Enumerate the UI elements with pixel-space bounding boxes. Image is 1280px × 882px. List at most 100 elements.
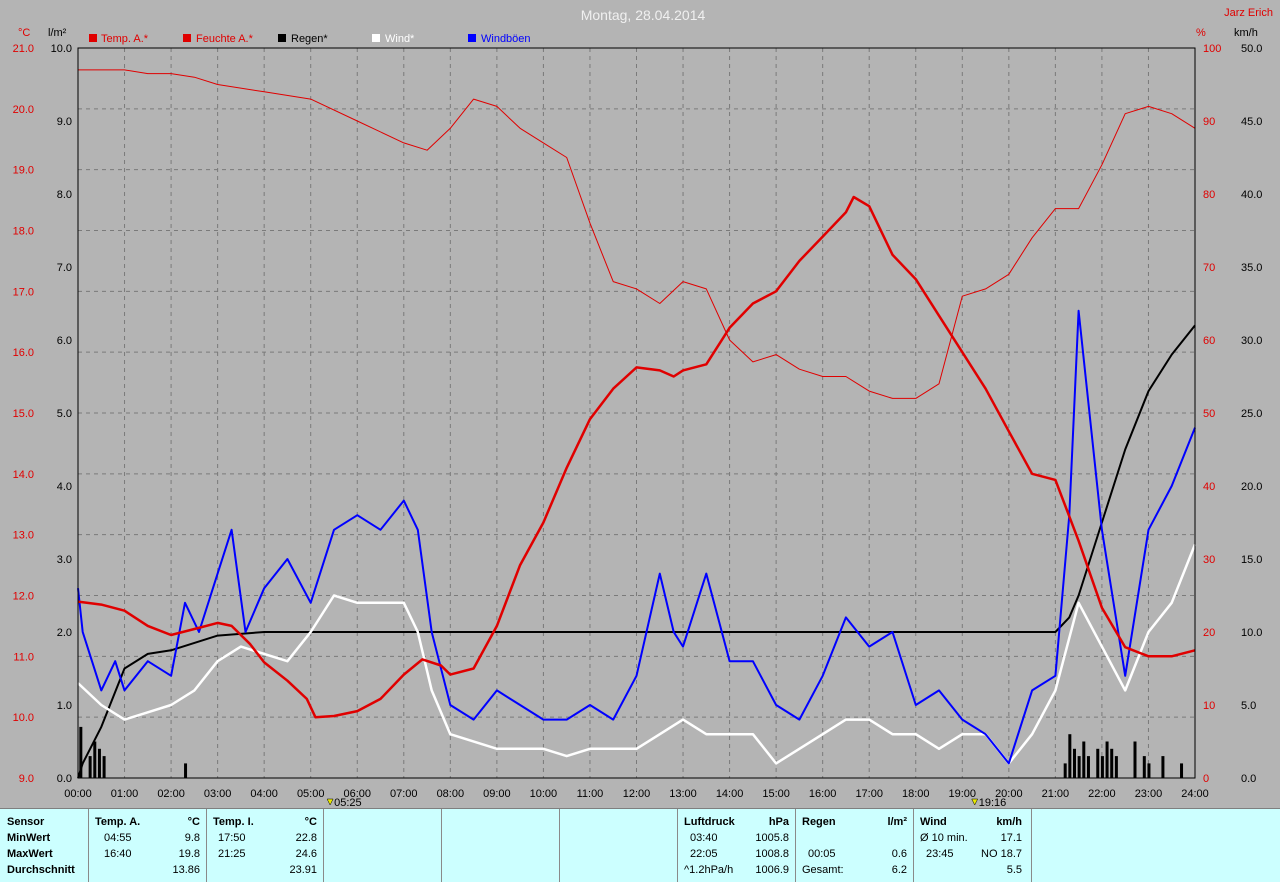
time-markers: 05:25 19:16 xyxy=(326,797,1007,808)
rain-bar xyxy=(1147,763,1151,778)
sensor-header: Sensor xyxy=(7,816,45,828)
x-tick-label: 15:00 xyxy=(762,788,790,800)
legend-swatch-rain xyxy=(278,34,286,42)
x-tick-label: 21:00 xyxy=(1042,788,1070,800)
x-tick-label: 08:00 xyxy=(437,788,465,800)
temp-a-average: 13.86 xyxy=(172,864,200,876)
temp-tick-label: 15.0 xyxy=(13,408,34,420)
series-lines xyxy=(77,69,1197,779)
rain-bar xyxy=(1114,756,1118,778)
rain-bar xyxy=(1100,756,1104,778)
rain-bar xyxy=(1063,763,1067,778)
pressure-header: Luftdruck xyxy=(684,816,735,828)
temp-i-header: Temp. I. xyxy=(213,816,254,828)
rain-bar xyxy=(1096,748,1100,778)
legend-label-rain: Regen* xyxy=(291,33,328,45)
wind-tick-label: 45.0 xyxy=(1241,116,1262,128)
legend-swatch-wind xyxy=(372,34,380,42)
legend-swatch-temp xyxy=(89,34,97,42)
wind-unit: km/h xyxy=(996,816,1022,828)
axis-ticks: 21.0 20.0 19.0 18.0 17.0 16.0 15.0 14.0 13.0 12.0… xyxy=(13,43,1263,800)
humidity-tick-label: 30 xyxy=(1203,554,1215,566)
x-tick-label: 11:00 xyxy=(577,788,604,800)
x-tick-label: 14:00 xyxy=(716,788,744,800)
rain-bar xyxy=(1105,741,1109,778)
wind-tick-label: 35.0 xyxy=(1241,262,1262,274)
rain-bar xyxy=(1068,734,1072,778)
temp-tick-label: 13.0 xyxy=(13,530,34,542)
wind-tick-label: 0.0 xyxy=(1241,773,1256,785)
legend-swatch-humidity xyxy=(183,34,191,42)
wind-tick-label: 25.0 xyxy=(1241,408,1262,420)
grid xyxy=(78,48,1195,778)
rain-bar xyxy=(1161,756,1165,778)
x-tick-label: 00:00 xyxy=(64,788,92,800)
row-label-min: MinWert xyxy=(7,832,51,844)
rain-tick-label: 8.0 xyxy=(57,189,72,201)
rain-max-time: 00:05 xyxy=(808,848,836,860)
legend-label-temp: Temp. A.* xyxy=(101,33,149,45)
x-tick-label: 01:00 xyxy=(111,788,139,800)
rain-tick-label: 10.0 xyxy=(51,43,72,55)
wind-tick-label: 5.0 xyxy=(1241,700,1256,712)
rain-tick-label: 4.0 xyxy=(57,481,72,493)
x-tick-label: 12:00 xyxy=(623,788,651,800)
series-line-temp xyxy=(77,195,1196,719)
rain-tick-label: 3.0 xyxy=(57,554,72,566)
wind-tick-label: 30.0 xyxy=(1241,335,1262,347)
x-tick-label: 10:00 xyxy=(530,788,558,800)
rain-unit: l/m² xyxy=(887,816,907,828)
rain-total-label: Gesamt: xyxy=(802,864,844,876)
rain-bar xyxy=(79,726,83,778)
humidity-tick-label: 90 xyxy=(1203,116,1215,128)
legend-label-humidity: Feuchte A.* xyxy=(196,33,254,45)
wind-tick-label: 40.0 xyxy=(1241,189,1262,201)
temp-tick-label: 20.0 xyxy=(13,104,34,116)
temp-i-unit: °C xyxy=(304,816,317,828)
temp-a-min-value: 9.8 xyxy=(184,832,200,844)
temp-a-header: Temp. A. xyxy=(95,816,141,828)
row-label-avg: Durchschnitt xyxy=(7,864,75,876)
temp-i-min-value: 22.8 xyxy=(295,832,317,844)
time-marker-label: 19:16 xyxy=(979,797,1007,808)
rain-bar xyxy=(1142,756,1146,778)
temp-i-max-value: 24.6 xyxy=(295,848,317,860)
x-tick-label: 20:00 xyxy=(995,788,1023,800)
x-tick-label: 23:00 xyxy=(1135,788,1163,800)
rain-bar xyxy=(1110,748,1114,778)
legend-label-wind: Wind* xyxy=(385,33,415,45)
temp-tick-label: 17.0 xyxy=(13,286,34,298)
x-tick-label: 04:00 xyxy=(250,788,278,800)
weather-chart: Montag, 28.04.2014 Jarz Erich Temp. A.* … xyxy=(13,7,1273,808)
legend-swatch-gust xyxy=(468,34,476,42)
x-tick-label: 16:00 xyxy=(809,788,837,800)
time-marker-icon xyxy=(326,798,334,806)
x-tick-label: 22:00 xyxy=(1088,788,1116,800)
pressure-max-value: 1008.8 xyxy=(755,848,789,860)
humidity-tick-label: 0 xyxy=(1203,773,1209,785)
humidity-tick-label: 40 xyxy=(1203,481,1215,493)
wind-average: 5.5 xyxy=(1006,864,1022,876)
x-tick-label: 13:00 xyxy=(669,788,697,800)
x-tick-label: 18:00 xyxy=(902,788,930,800)
humidity-tick-label: 60 xyxy=(1203,335,1215,347)
temp-tick-label: 10.0 xyxy=(13,712,34,724)
temp-tick-label: 21.0 xyxy=(13,43,34,55)
rain-bar xyxy=(102,756,106,778)
rain-axis-unit: l/m² xyxy=(48,27,67,39)
wind-header: Wind xyxy=(920,816,947,828)
x-tick-label: 19:00 xyxy=(949,788,977,800)
rain-tick-label: 5.0 xyxy=(57,408,72,420)
time-marker-label: 05:25 xyxy=(334,797,362,808)
wind-tick-label: 15.0 xyxy=(1241,554,1262,566)
time-marker-icon xyxy=(971,798,979,806)
humidity-tick-label: 20 xyxy=(1203,627,1215,639)
rain-bars xyxy=(79,726,1184,778)
legend: Temp. A.* Feuchte A.* Regen* Wind* Windb… xyxy=(89,33,531,45)
rain-tick-label: 1.0 xyxy=(57,700,72,712)
wind-tick-label: 10.0 xyxy=(1241,627,1262,639)
x-tick-label: 05:00 xyxy=(297,788,325,800)
series-line-rain xyxy=(77,324,1196,779)
rain-tick-label: 9.0 xyxy=(57,116,72,128)
temp-i-min-time: 17:50 xyxy=(218,832,246,844)
